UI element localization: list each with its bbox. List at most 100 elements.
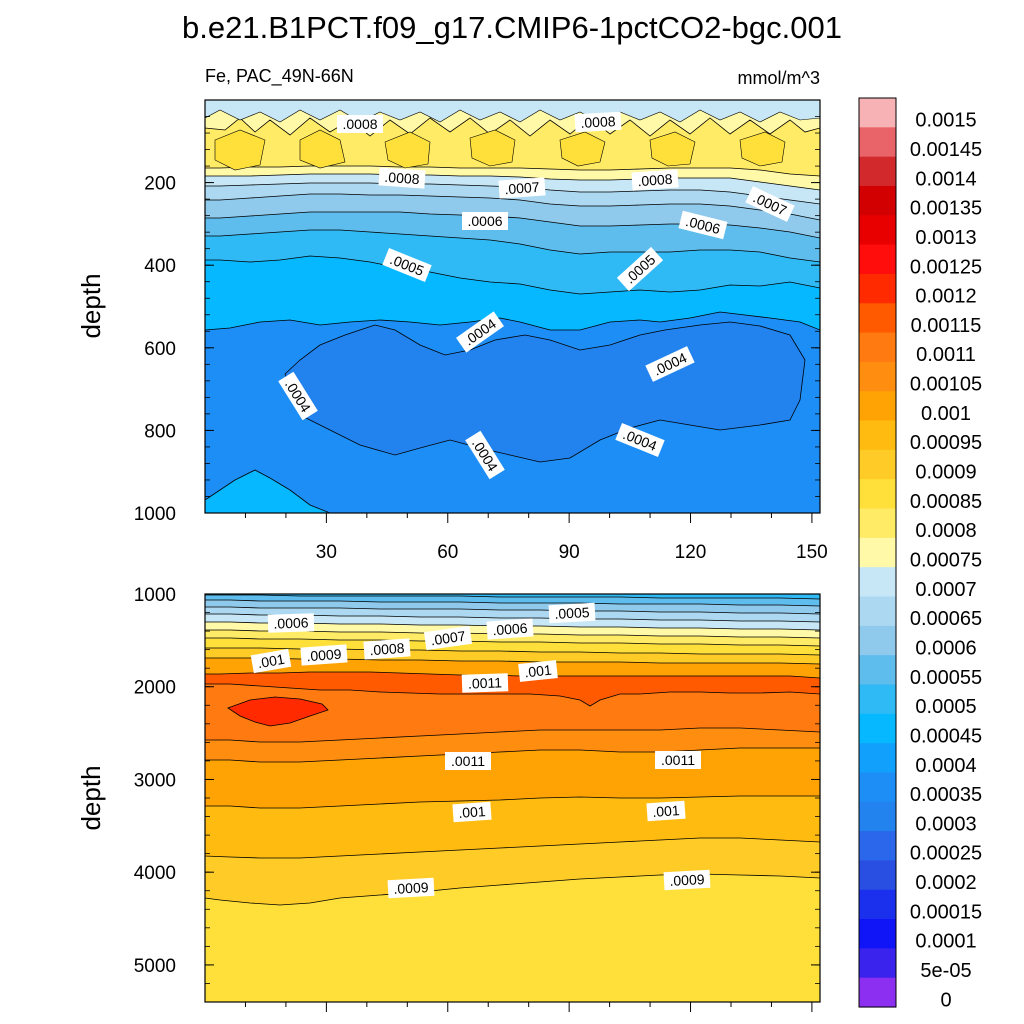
contour-label: .0008 — [574, 111, 622, 133]
x-tick-label: 150 — [796, 542, 828, 563]
contour-label-text: .0006 — [273, 614, 309, 631]
contour-label: .0008 — [337, 115, 383, 133]
colorbar-swatch — [859, 596, 896, 627]
contour-label-bg — [423, 625, 473, 651]
colorbar-swatch — [859, 127, 896, 158]
colorbar-tick-label: 0.00125 — [910, 256, 982, 278]
colorbar-swatch — [859, 831, 896, 861]
contour-label: .0005 — [548, 602, 596, 624]
colorbar-swatch — [859, 948, 896, 979]
colorbar-swatch — [859, 361, 896, 392]
colorbar-tick-label: 0.0003 — [915, 813, 976, 835]
contour-label-text: .0009 — [393, 879, 429, 897]
upper-x-axis: 30 60 90 120 150 — [244, 513, 828, 563]
contour-label-text: .0006 — [467, 213, 502, 229]
contour-label-text: .0011 — [451, 753, 485, 769]
colorbar-tick-label: 0.00045 — [910, 725, 982, 747]
x-tick-label: 90 — [559, 542, 580, 563]
contour-label-text: .0008 — [342, 116, 377, 132]
contour-label-bg — [461, 673, 509, 693]
y-tick-label: 1000 — [134, 504, 176, 525]
colorbar-swatch — [859, 743, 896, 774]
contour-label: .001 — [646, 800, 686, 822]
lower-panel — [205, 594, 820, 1002]
y-tick-label: 5000 — [134, 956, 176, 977]
contour-label-text: .0011 — [468, 674, 503, 691]
colorbar-tick-label: 0.00055 — [910, 667, 982, 689]
contour-label-bg — [631, 169, 679, 191]
contour-label-bg — [574, 111, 622, 133]
upper-y-axis: 200 400 600 800 1000 — [134, 116, 820, 525]
colorbar-swatch — [859, 977, 896, 1008]
y-tick-label: 3000 — [134, 770, 176, 791]
contour-label: .0004 — [615, 423, 665, 457]
lower-contour-labels: .0006 .0005 .0007 .0006 .001 .0009 .0008 .001 .0… — [250, 602, 711, 899]
contour-label-bg — [615, 423, 665, 457]
fill-band-0.00085 — [214, 129, 786, 171]
colorbar-tick-label: 0.00135 — [910, 198, 982, 220]
contour-label-text: .0008 — [580, 113, 616, 131]
colorbar-swatch — [859, 713, 896, 744]
colorbar-tick-label: 0.0001 — [915, 931, 976, 953]
colorbar-tick-label: 0.0008 — [915, 520, 976, 542]
colorbar-swatch — [859, 625, 896, 656]
contour-label-bg — [250, 648, 292, 674]
x-tick-label: 30 — [316, 542, 337, 563]
colorbar-swatch — [859, 479, 896, 510]
contour-label-bg — [378, 167, 426, 189]
y-tick-label: 600 — [144, 339, 176, 360]
contour-label-bg — [445, 752, 491, 770]
units-label: mmol/m^3 — [738, 68, 820, 88]
chart-title: b.e21.B1PCT.f09_g17.CMIP6-1pctCO2-bgc.00… — [182, 10, 842, 45]
colorbar-swatch — [859, 156, 896, 187]
contour-label-bg — [518, 660, 558, 682]
colorbar-swatch — [859, 919, 896, 949]
variable-label: Fe, PAC_49N-66N — [205, 66, 354, 87]
contour-label: .0009 — [300, 644, 348, 666]
colorbar-swatch — [859, 860, 896, 891]
colorbar-swatch — [859, 889, 896, 920]
contour-label: .0007 — [498, 177, 546, 199]
fill-band-0.00045 — [205, 469, 331, 513]
contour-label-text: .0007 — [430, 628, 467, 649]
y-tick-label: 200 — [144, 174, 176, 195]
colorbar-swatch — [859, 684, 896, 715]
contour-label: .0009 — [387, 877, 435, 899]
y-tick-label: 800 — [144, 421, 176, 442]
contour-label-text: .0011 — [661, 752, 695, 768]
colorbar-tick-label: 0.0011 — [916, 344, 976, 366]
colorbar-swatch — [859, 537, 896, 568]
colorbar-swatch — [859, 655, 896, 686]
contour-label-bg — [363, 638, 411, 660]
colorbar-tick-label: 0.0009 — [915, 462, 976, 484]
contour-label: .0008 — [363, 638, 411, 660]
colorbar-swatch — [859, 801, 896, 832]
contour-label: .0011 — [461, 673, 509, 693]
contour-label-bg — [465, 430, 505, 480]
contour-label-bg — [300, 644, 348, 666]
contour-label-text: .0005 — [554, 604, 590, 622]
colorbar-swatch — [859, 98, 896, 128]
colorbar: 0.0015 0.00145 0.0014 0.00135 0.0013 0.00125 0… — [858, 97, 982, 1011]
contour-label: .0006 — [462, 212, 508, 230]
contour-label-bg — [745, 186, 795, 222]
contour-label-text: .001 — [458, 803, 487, 821]
contour-label: .001 — [518, 660, 558, 682]
contour-label-bg — [278, 371, 318, 421]
contour-label-bg — [462, 212, 508, 230]
colorbar-swatch — [859, 508, 896, 539]
colorbar-tick-label: 0.00035 — [910, 784, 982, 806]
contour-label-text: .0008 — [369, 640, 405, 658]
colorbar-tick-label: 0.0012 — [915, 286, 976, 308]
colorbar-tick-label: 0.00115 — [911, 315, 982, 337]
colorbar-swatch — [859, 567, 896, 598]
contour-label: .0008 — [631, 169, 679, 191]
upper-y-axis-label: depth — [76, 273, 106, 338]
colorbar-tick-label: 0.00085 — [910, 491, 982, 513]
contour-label-text: .0009 — [669, 871, 705, 889]
contour-label-text: .0006 — [492, 620, 528, 638]
y-tick-label: 400 — [144, 256, 176, 277]
fill-band-0.0005-upper — [205, 594, 820, 600]
contour-label: .001 — [452, 801, 492, 823]
